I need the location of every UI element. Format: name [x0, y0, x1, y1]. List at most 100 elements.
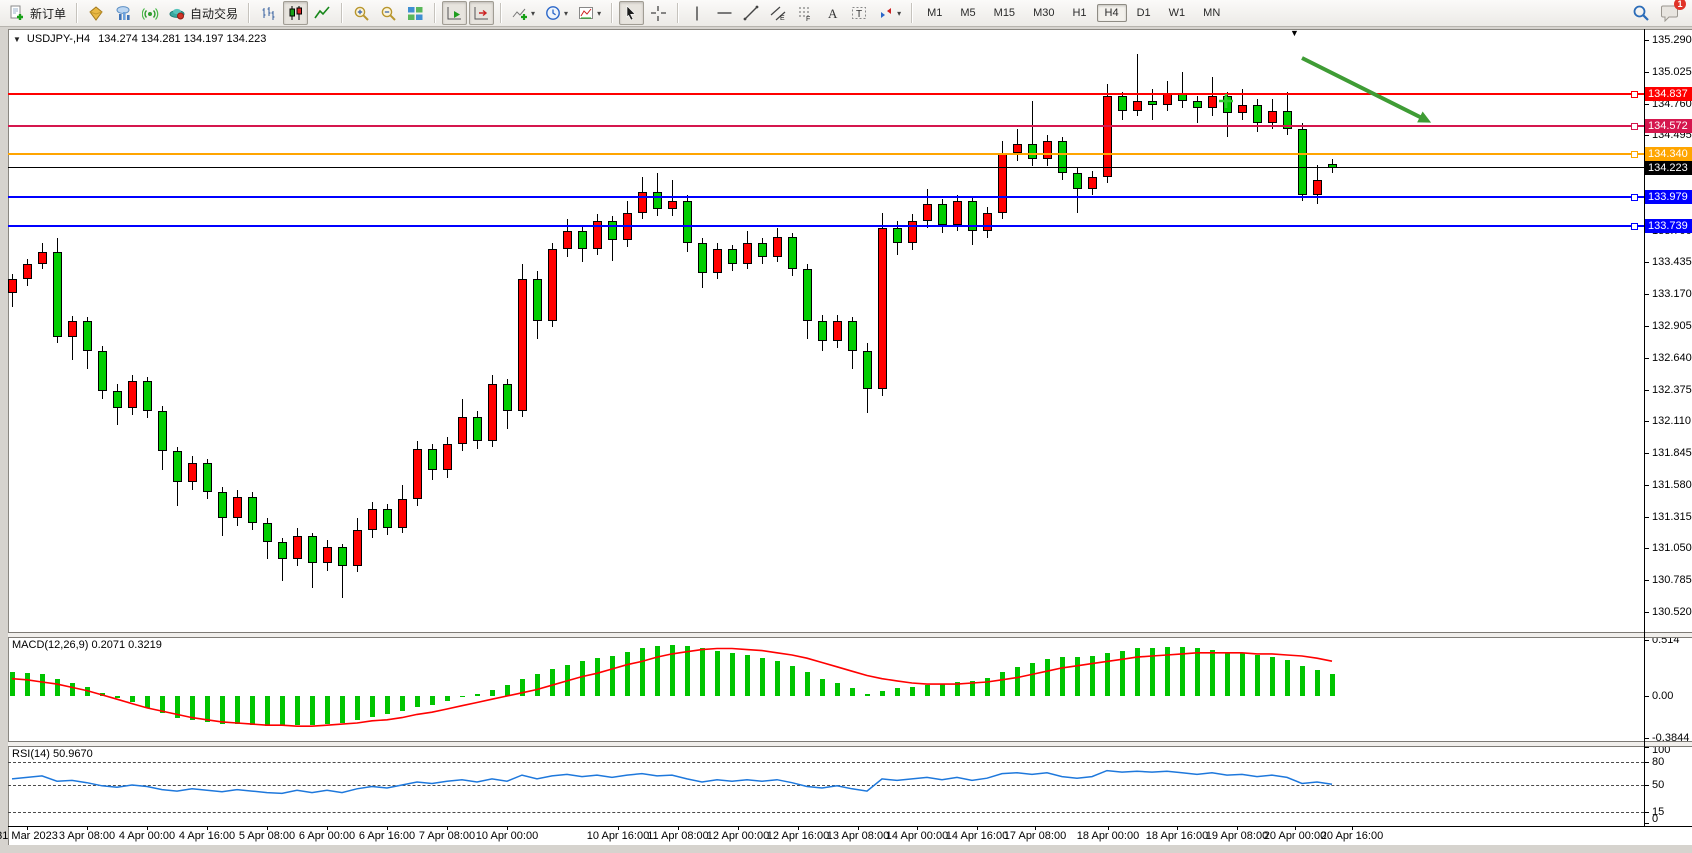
- macd-histogram-bar: [1180, 647, 1185, 696]
- indicators-button[interactable]: ▾: [508, 1, 539, 25]
- candlestick-chart-button[interactable]: [283, 1, 309, 25]
- notifications-button[interactable]: 1: [1656, 0, 1686, 25]
- trendline-button[interactable]: [739, 1, 764, 25]
- hline-134.340[interactable]: [8, 152, 1644, 155]
- timeframe-h1-button[interactable]: H1: [1072, 7, 1087, 19]
- timeframe-m30-button[interactable]: M30: [1033, 7, 1055, 19]
- channel-button[interactable]: E: [766, 1, 791, 25]
- price-tick-mark: [1644, 135, 1649, 137]
- new-order-button[interactable]: 新订单: [5, 1, 70, 25]
- zoom-in-icon: [353, 5, 370, 22]
- timeframe-h4-button[interactable]: H4: [1096, 4, 1127, 22]
- time-tick-mark: [1295, 826, 1296, 830]
- time-tick-mark: [327, 826, 328, 830]
- dropdown-arrow-icon[interactable]: ▾: [531, 8, 536, 18]
- hline-handle[interactable]: [1631, 222, 1638, 230]
- hline-133.979[interactable]: [8, 196, 1644, 199]
- price-tick-mark: [1644, 294, 1649, 296]
- candle: [1268, 110, 1277, 123]
- zoom-in-button[interactable]: [349, 1, 374, 25]
- chart-shift-button[interactable]: [469, 1, 495, 25]
- hline-handle[interactable]: [1631, 150, 1638, 158]
- price-tick-label: 132.905: [1652, 320, 1692, 332]
- timeframe-w1-button[interactable]: W1: [1168, 7, 1186, 19]
- candle: [1178, 92, 1187, 102]
- main-toolbar: 新订单 自动交易 ▾ ▾ ▾ E F A T ▾ M1 M5 M15 M30 H1 H4 D1 W1 MN: [0, 0, 1692, 27]
- hline-134.837[interactable]: [8, 93, 1644, 96]
- shapes-button[interactable]: ▾: [874, 1, 905, 25]
- periods-button[interactable]: ▾: [541, 1, 572, 25]
- macd-histogram-bar: [670, 645, 675, 696]
- panel-separator-macd[interactable]: [8, 632, 1692, 638]
- candle: [98, 350, 107, 392]
- candle: [1073, 173, 1082, 189]
- rsi-tick-mark: [1644, 785, 1649, 786]
- line-chart-button[interactable]: [310, 1, 335, 25]
- candle: [1223, 96, 1232, 114]
- tile-windows-button[interactable]: [403, 1, 428, 25]
- crosshair-button[interactable]: [646, 1, 671, 25]
- dropdown-arrow-icon[interactable]: ▾: [564, 8, 569, 18]
- macd-histogram-bar: [265, 696, 270, 727]
- zoom-out-button[interactable]: [376, 1, 401, 25]
- macd-histogram-bar: [1000, 672, 1005, 696]
- time-axis-label: 13 Apr 08:00: [826, 830, 890, 842]
- publish-chart-button[interactable]: [111, 1, 136, 25]
- fibonacci-button[interactable]: F: [793, 1, 818, 25]
- candle: [908, 221, 917, 243]
- price-tick-mark: [1644, 612, 1649, 613]
- dropdown-arrow-icon[interactable]: ▾: [597, 8, 602, 18]
- auto-trading-button[interactable]: 自动交易: [165, 1, 242, 25]
- time-axis-label: 31 Mar 2023: [0, 830, 58, 842]
- hline-134.572[interactable]: [8, 125, 1644, 128]
- timeframe-m1-button[interactable]: M1: [927, 7, 943, 19]
- auto-scroll-button[interactable]: [442, 1, 468, 25]
- history-center-button[interactable]: [84, 1, 109, 25]
- dropdown-arrow-icon[interactable]: ▾: [897, 8, 902, 18]
- hline-handle[interactable]: [1631, 194, 1638, 202]
- label-button[interactable]: T: [847, 1, 872, 25]
- candle: [443, 444, 452, 471]
- timeframe-m15-button[interactable]: M15: [993, 7, 1016, 19]
- candle: [593, 221, 602, 249]
- panel-separator-rsi[interactable]: [8, 741, 1692, 747]
- macd-histogram-bar: [655, 646, 660, 696]
- text-button[interactable]: A: [820, 1, 845, 25]
- timeframe-mn-button[interactable]: MN: [1203, 7, 1221, 19]
- cursor-button[interactable]: [619, 1, 645, 25]
- hline-134.223[interactable]: [8, 167, 1644, 169]
- rsi-tick-label: 100: [1652, 744, 1671, 756]
- macd-histogram-bar: [550, 669, 555, 696]
- toolbar-separator: [677, 3, 680, 23]
- macd-histogram-bar: [460, 696, 465, 698]
- macd-histogram-bar: [1255, 654, 1260, 696]
- templates-button[interactable]: ▾: [574, 1, 605, 25]
- horizontal-line-button[interactable]: [712, 1, 737, 25]
- macd-histogram-bar: [625, 651, 630, 696]
- bar-chart-button[interactable]: [256, 1, 281, 25]
- search-button[interactable]: [1628, 1, 1654, 25]
- candle: [293, 536, 302, 560]
- candle: [728, 248, 737, 265]
- hline-133.739[interactable]: [8, 224, 1644, 227]
- candle: [893, 228, 902, 243]
- price-tick-label: 132.110: [1652, 415, 1691, 428]
- symbol-dropdown-icon[interactable]: ▼: [13, 34, 21, 44]
- hline-handle[interactable]: [1631, 123, 1638, 131]
- auto-trading-button-label: 自动交易: [190, 6, 239, 21]
- candle: [548, 248, 557, 321]
- timeframe-m5-button[interactable]: M5: [960, 7, 976, 19]
- macd-histogram-bar: [340, 696, 345, 723]
- toolbar-group: [255, 0, 336, 27]
- timeframe-d1-button[interactable]: D1: [1136, 7, 1151, 19]
- macd-histogram-bar: [325, 696, 330, 725]
- triangle-marker-icon[interactable]: ▼: [1290, 28, 1299, 38]
- signals-button[interactable]: [138, 1, 163, 25]
- macd-histogram-bar: [310, 696, 315, 726]
- macd-histogram-bar: [1075, 657, 1080, 696]
- hline-handle[interactable]: [1631, 91, 1638, 99]
- chart-window[interactable]: [8, 29, 1692, 845]
- macd-histogram-bar: [100, 692, 105, 696]
- time-axis-label: 12 Apr 16:00: [766, 830, 830, 842]
- vertical-line-button[interactable]: [685, 1, 710, 25]
